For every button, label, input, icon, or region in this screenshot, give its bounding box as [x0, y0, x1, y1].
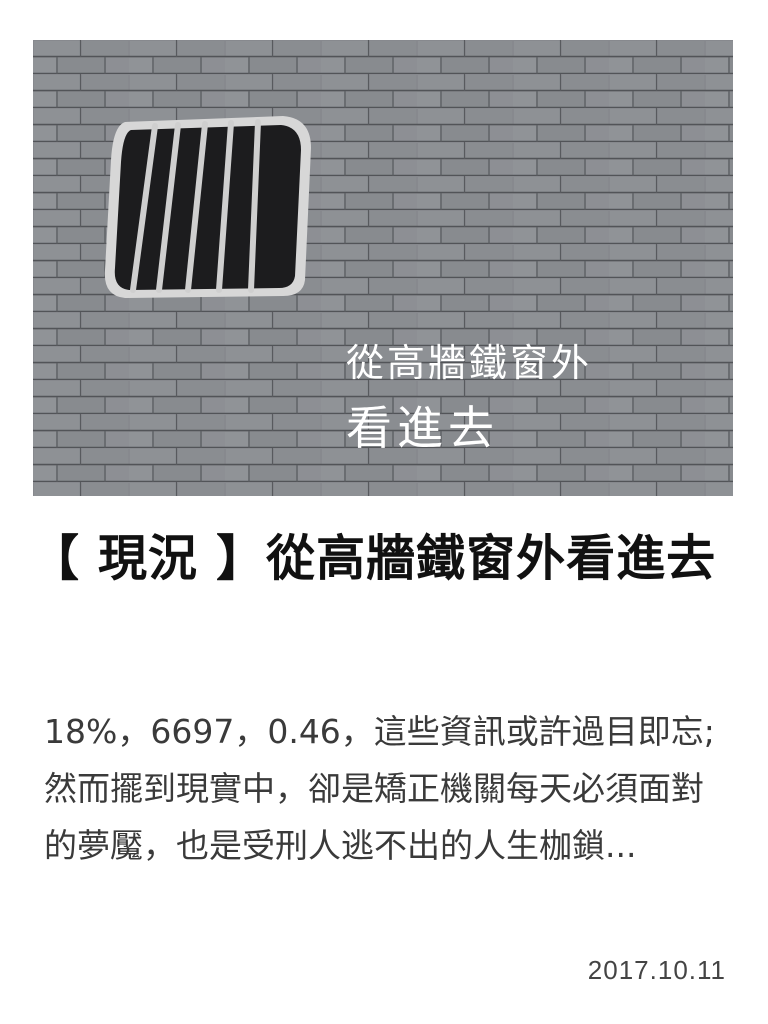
article-excerpt: 18%，6697，0.46，這些資訊或許過目即忘; 然而擺到現實中，卻是矯正機關…	[44, 712, 715, 865]
article-hero-image[interactable]: 從高牆鐵窗外 看進去	[33, 40, 733, 496]
brick-wall-illustration	[33, 40, 733, 496]
hero-caption-line1: 從高牆鐵窗外	[346, 341, 593, 385]
hero-caption-line2: 看進去	[346, 401, 499, 455]
article-headline[interactable]: 【 現況 】從高牆鐵窗外看進去	[30, 530, 717, 587]
article-date: 2017.10.11	[587, 955, 726, 985]
barred-window-icon	[104, 116, 311, 298]
